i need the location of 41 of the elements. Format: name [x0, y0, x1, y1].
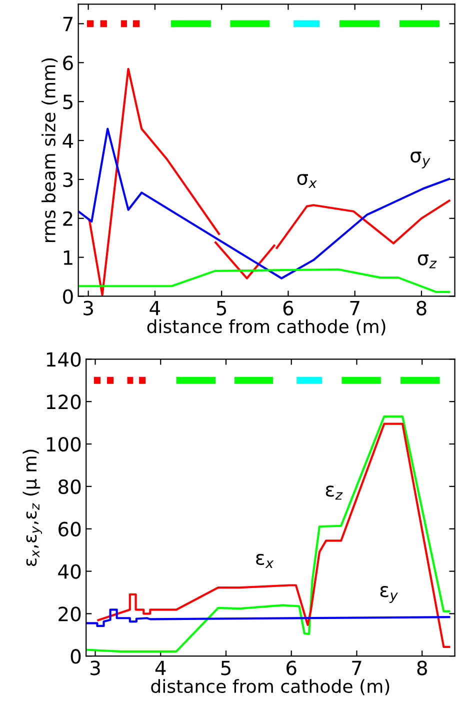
x-tick-label: 8: [417, 660, 427, 676]
x-tick-label: 3: [90, 660, 100, 676]
x-tick-label: 8: [416, 300, 426, 316]
y-tick-label: 2: [63, 211, 72, 226]
x-tick-label: 7: [350, 301, 360, 316]
y-tick-label: 5: [63, 94, 72, 110]
line-series: [78, 268, 452, 293]
y-axis-title: rms beam size (mm): [42, 58, 58, 242]
line-series: [86, 608, 452, 628]
series-label: ε$_{y}$: [380, 586, 398, 603]
x-tick-label: 4: [155, 660, 166, 676]
line-series: [78, 128, 452, 280]
series-label: σ$_{x}$: [297, 174, 317, 188]
y-tick-label: 7: [63, 16, 72, 32]
series-label: σ$_{y}$: [410, 152, 430, 168]
series-label: σ$_{z}$: [418, 254, 437, 268]
y-tick-label: 3: [63, 172, 73, 188]
x-tick-label: 7: [352, 660, 362, 676]
y-axis-title: ε$_{x}$,ε$_{y}$,ε$_{z}$ (μ m): [22, 450, 42, 566]
x-tick-label: 5: [216, 301, 226, 316]
y-tick-label: 140: [46, 352, 81, 367]
y-tick-label: 1: [64, 250, 72, 265]
x-axis-title: distance from cathode (m): [151, 679, 390, 696]
y-tick-label: 60: [58, 522, 81, 536]
y-tick-label: 80: [58, 479, 81, 494]
x-tick-label: 6: [283, 300, 294, 316]
series-label: ε$_{z}$: [326, 486, 343, 500]
y-tick-label: 0: [63, 289, 73, 304]
y-tick-label: 100: [46, 436, 81, 452]
y-tick-label: 4: [62, 134, 74, 148]
x-tick-label: 4: [150, 301, 160, 316]
series-label: ε$_{x}$: [256, 554, 274, 568]
y-tick-label: 6: [63, 56, 73, 70]
y-tick-label: 20: [58, 606, 81, 622]
y-tick-label: 120: [46, 394, 81, 410]
x-tick-label: 6: [286, 660, 296, 676]
y-tick-label: 0: [70, 649, 81, 664]
y-tick-label: 40: [58, 564, 81, 579]
x-axis-title: distance from cathode (m): [147, 319, 386, 336]
x-tick-label: 3: [84, 300, 93, 316]
x-tick-label: 5: [221, 660, 230, 676]
